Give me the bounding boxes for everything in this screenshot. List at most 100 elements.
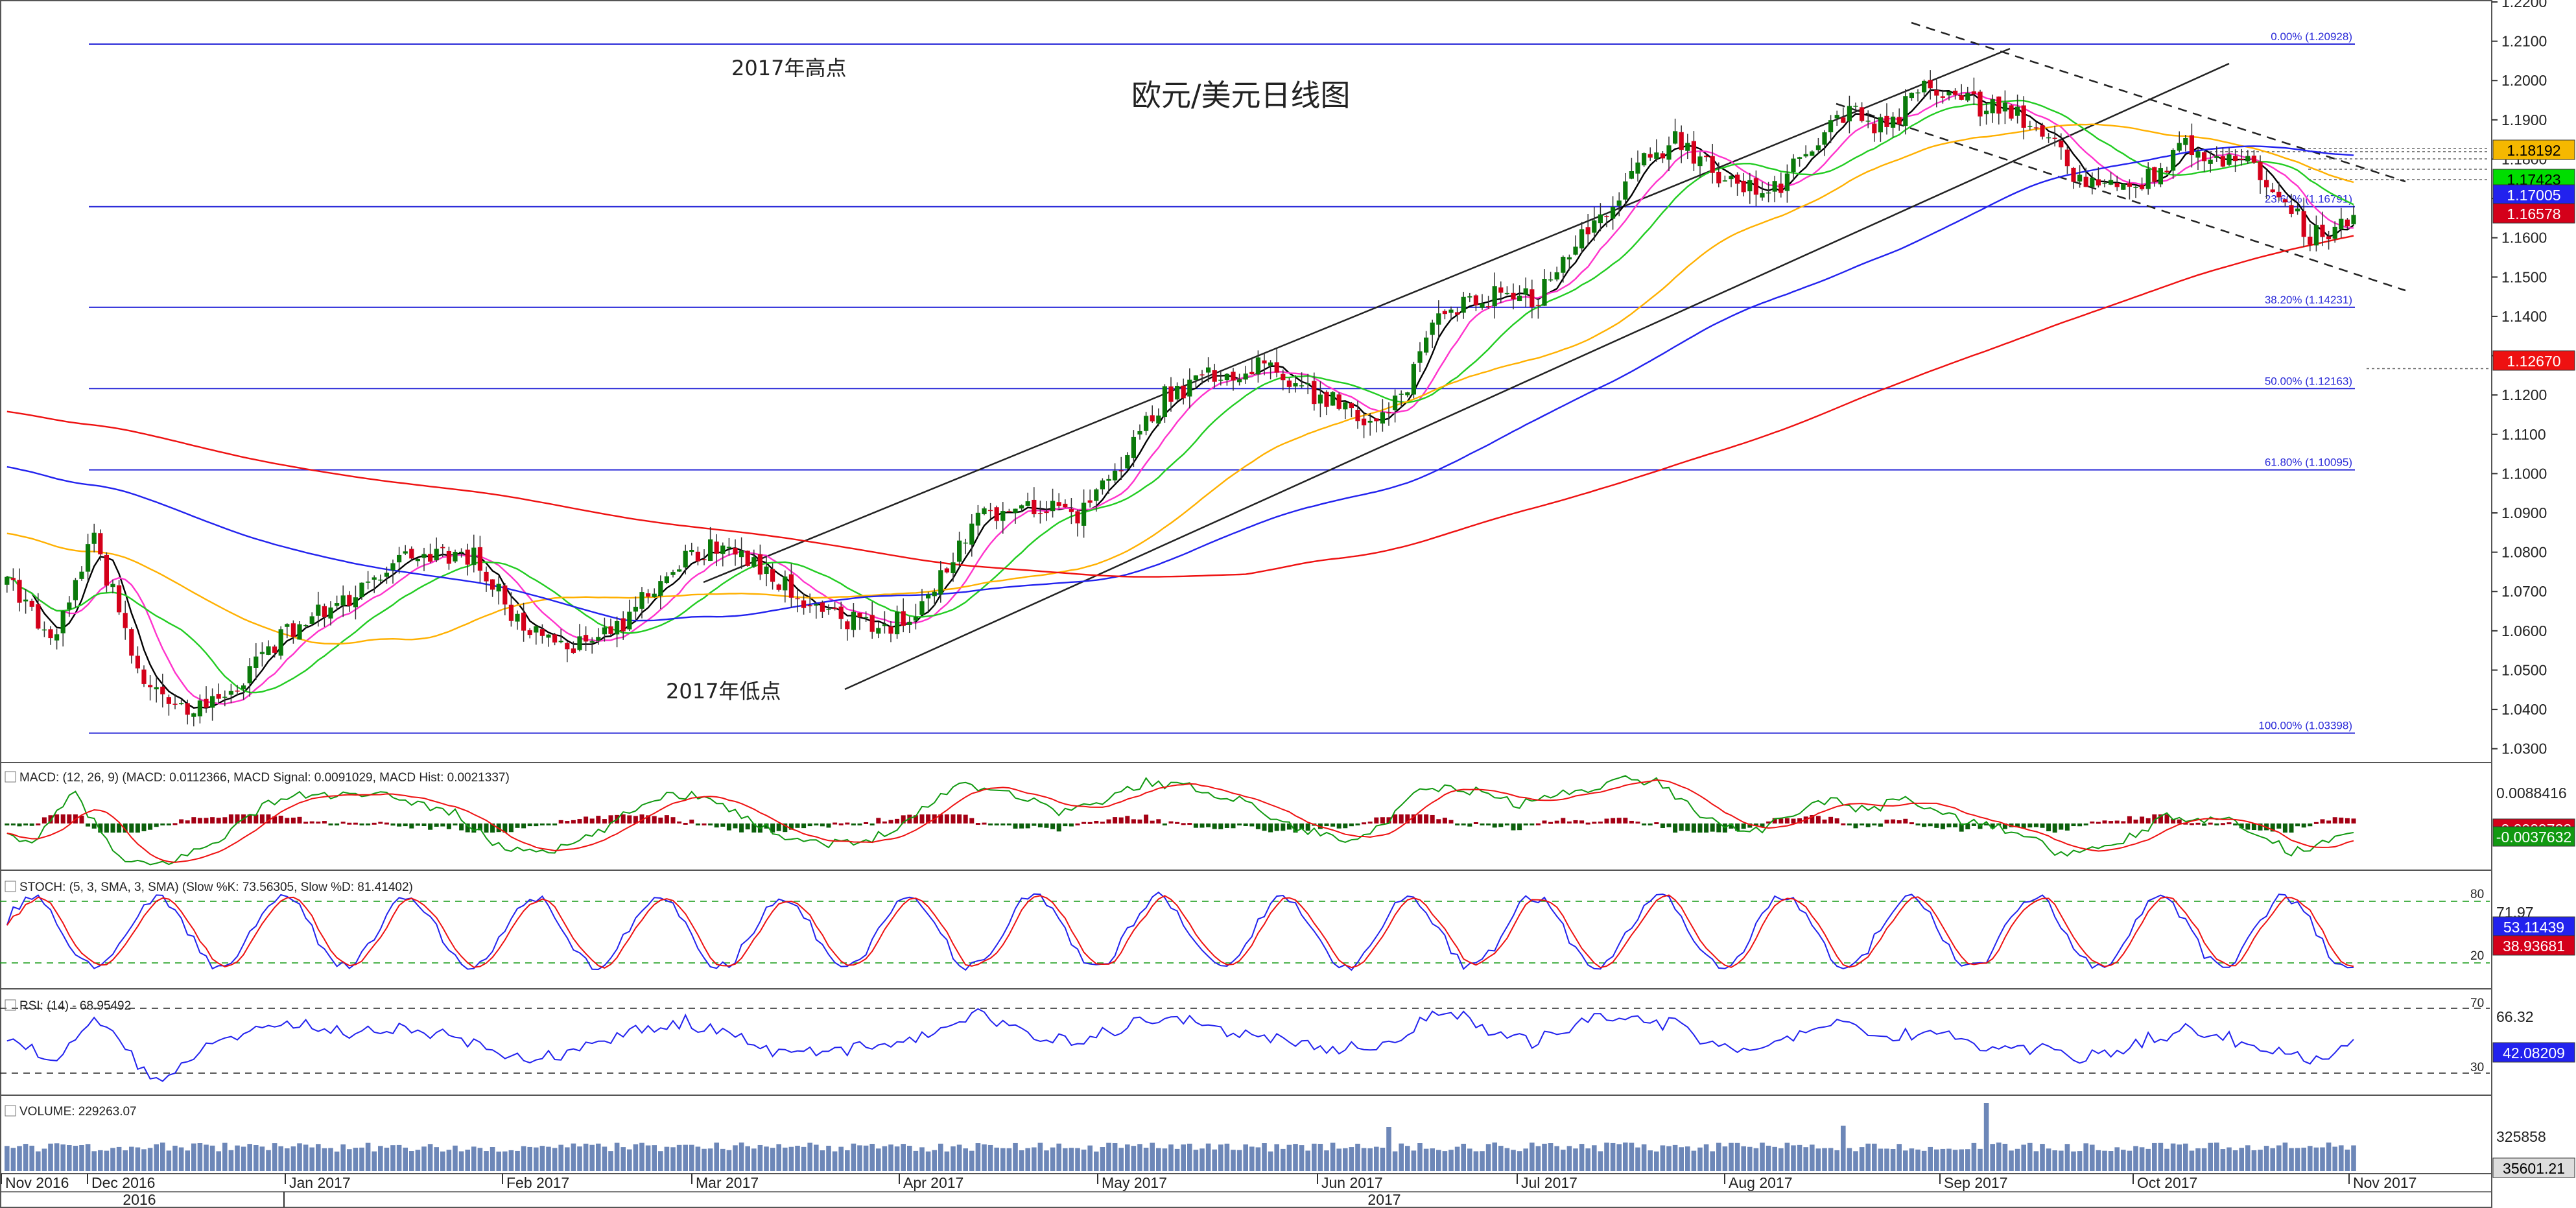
volume-bar [347,1149,352,1171]
volume-close-icon[interactable] [5,1105,16,1117]
macd-hist-bar [1367,822,1373,824]
macd-hist-bar [1330,823,1336,827]
volume-bar [1672,1144,1678,1171]
candle-body [1784,173,1790,191]
candle-body [67,602,72,610]
candle-body [1100,480,1105,490]
candle-body [869,615,875,632]
volume-bar [807,1143,812,1171]
volume-bar [1978,1148,1983,1171]
volume-bar [110,1148,115,1171]
volume-bar [521,1146,526,1171]
volume-bar [869,1144,875,1171]
candle-body [372,577,377,580]
candle-body [285,624,290,627]
volume-bar [1318,1143,1323,1171]
candle-body [1442,311,1447,314]
price-tick-label: 1.1900 [2501,112,2547,128]
macd-hist-bar [160,823,165,825]
volume-bar [1187,1143,1192,1171]
candle-body [1486,306,1491,307]
candle-body [278,629,283,656]
macd-hist-bar [1735,823,1740,831]
candle-body [1075,511,1080,524]
macd-hist-bar [2233,823,2238,825]
volume-bar [209,1145,215,1171]
volume-bar [1205,1143,1211,1171]
macd-hist-bar [1343,823,1348,829]
stoch-panel [0,891,2490,971]
macd-hist-bar [1797,818,1802,823]
volume-bar [558,1144,563,1171]
candle-body [795,598,800,600]
volume-bar [1685,1146,1690,1171]
volume-bar [1118,1148,1124,1171]
candle-body [1579,229,1585,249]
candle-body [1554,272,1559,279]
macd-hist-bar [148,823,153,830]
candle-body [683,551,688,568]
macd-hist-bar [110,823,115,833]
macd-hist-bar [2301,823,2306,828]
volume-bar [453,1145,458,1171]
price-tag-value: 1.12670 [2507,353,2560,370]
volume-bar [415,1150,421,1171]
candle-body [73,580,78,600]
macd-hist-bar [2282,823,2287,833]
candle-body [2233,156,2238,161]
candle-body [91,532,97,544]
macd-hist-bar [733,823,738,829]
candle-body [41,629,47,631]
volume-label: VOLUME: 229263.07 [19,1105,137,1119]
macd-hist-bar [1660,823,1665,828]
macd-hist-bar [1218,823,1223,829]
macd-hist-bar [1654,822,1659,825]
candle-body [1144,416,1149,431]
macd-hist-bar [565,821,570,823]
candle-body [1218,379,1223,381]
volume-bar [608,1151,613,1171]
candle-body [2040,125,2045,137]
candle-body [770,569,775,582]
macd-hist-bar [1006,823,1011,825]
macd-hist-bar [1747,823,1753,828]
price-tag-box [2492,203,2575,224]
macd-hist-bar [340,822,346,824]
macd-hist-bar [2090,821,2095,823]
macd-hist-bar [1249,823,1255,827]
candle-body [1355,410,1360,421]
candle-body [919,601,925,615]
volume-bar [1361,1148,1367,1171]
volume-bar [1530,1143,1535,1171]
macd-hist-bar [5,823,10,825]
volume-bar [185,1150,190,1171]
volume-bar [2121,1150,2126,1171]
volume-bar [1037,1143,1043,1171]
volume-bar [79,1145,84,1171]
candle-body [757,554,762,575]
macd-hist-bar [1281,823,1286,831]
volume-bar [178,1147,184,1171]
volume-bar [1374,1146,1379,1171]
volume-bar [2059,1150,2064,1171]
macd-hist-bar [1810,815,1815,823]
candle-body [776,584,781,590]
macd-hist-bar [502,823,508,833]
candle-body [1760,193,1765,198]
stoch-close-icon[interactable] [5,881,16,892]
candle-body [2083,176,2088,187]
candle-body [453,552,458,562]
candle-body [1573,246,1578,255]
candle-body [882,624,887,626]
volume-bar [1430,1148,1435,1171]
candlesticks [5,70,2356,727]
rsi-close-icon[interactable] [5,999,16,1011]
macd-hist-bar [1760,823,1765,827]
candle-body [558,641,563,643]
fibonacci-levels: 0.00% (1.20928)23.60% (1.16791)38.20% (1… [89,30,2355,734]
volume-bar [2301,1147,2306,1171]
candle-body [1374,418,1379,421]
macd-close-icon[interactable] [5,771,16,783]
candle-body [303,624,309,626]
candle-body [1934,89,1939,96]
